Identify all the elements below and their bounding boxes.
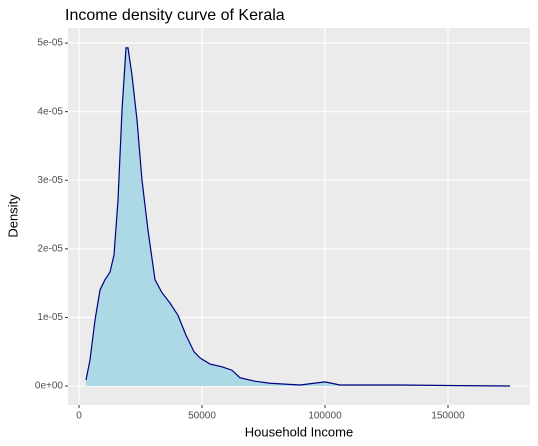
x-tick-label: 0 <box>76 411 82 422</box>
density-fill <box>86 47 511 387</box>
y-tick-label: 0e+00 <box>35 381 64 392</box>
x-tick-label: 100000 <box>308 411 342 422</box>
marks <box>85 47 511 387</box>
y-tick-label: 5e-05 <box>37 38 63 49</box>
y-tick-label: 3e-05 <box>37 175 63 186</box>
x-tick-label: 50000 <box>188 411 216 422</box>
density-line <box>85 47 511 387</box>
ticks: 0e+00 1e-05 2e-05 3e-05 4e-05 5e-05 0 50000 1000… <box>35 38 465 422</box>
x-axis-label: Household Income <box>245 424 353 439</box>
x-tick-label: 150000 <box>431 411 465 422</box>
y-tick-label: 1e-05 <box>37 312 63 323</box>
y-tick-label: 4e-05 <box>37 106 63 117</box>
chart-title: Income density curve of Kerala <box>65 7 285 24</box>
y-tick-label: 2e-05 <box>37 243 63 254</box>
y-axis-label: Density <box>5 194 20 238</box>
